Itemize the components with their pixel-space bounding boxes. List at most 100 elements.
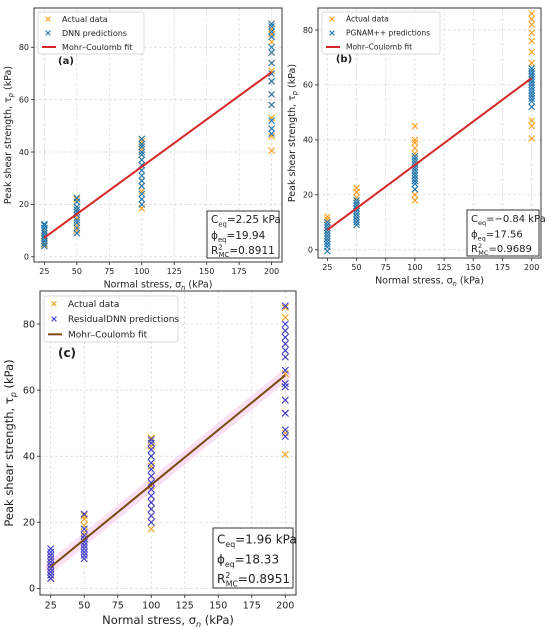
prediction-point xyxy=(73,216,81,224)
prediction-point xyxy=(268,125,276,132)
actual-point xyxy=(80,512,88,520)
legend-label: Actual data xyxy=(346,15,389,24)
actual-point xyxy=(411,196,419,204)
prediction-point xyxy=(80,548,88,556)
prediction-point xyxy=(323,218,331,226)
prediction-point xyxy=(147,492,155,500)
prediction-point xyxy=(528,76,536,83)
prediction-point xyxy=(323,229,331,237)
prediction-point xyxy=(138,143,146,151)
prediction-point xyxy=(281,320,289,328)
axes-frame xyxy=(39,290,297,596)
prediction-point xyxy=(281,379,289,388)
actual-point xyxy=(323,213,331,221)
y-tick-label: 40 xyxy=(303,136,313,145)
actual-point xyxy=(528,117,536,125)
actual-point xyxy=(281,303,289,312)
prediction-point xyxy=(80,541,88,550)
actual-point xyxy=(528,59,536,67)
legend-box xyxy=(321,11,441,55)
prediction-point xyxy=(353,199,360,207)
prediction-point xyxy=(353,216,360,223)
prediction-point xyxy=(40,220,48,228)
prediction-point xyxy=(528,67,536,75)
prediction-point xyxy=(323,221,331,229)
prediction-point xyxy=(323,240,331,248)
actual-point xyxy=(411,139,419,147)
stat-phi: ϕeq=17.56 xyxy=(471,229,523,242)
legend-box xyxy=(37,11,145,55)
legend-label: Mohr–Coulomb fit xyxy=(68,330,148,340)
prediction-point xyxy=(323,243,331,251)
prediction-point xyxy=(281,333,289,341)
prediction-point xyxy=(147,459,155,467)
stats-box xyxy=(206,210,280,259)
prediction-point xyxy=(138,172,146,179)
actual-point xyxy=(411,150,419,157)
stat-r2: R2 MC=0.8911 xyxy=(211,244,275,259)
prediction-point xyxy=(353,213,360,221)
prediction-point xyxy=(138,190,146,198)
prediction-point xyxy=(528,89,536,97)
fit-line xyxy=(50,374,286,568)
prediction-point xyxy=(281,340,289,348)
actual-point xyxy=(147,525,155,533)
prediction-point xyxy=(268,22,276,30)
panel-label: (a) xyxy=(58,56,74,67)
prediction-point xyxy=(40,227,48,234)
prediction-point xyxy=(281,353,289,361)
legend-label: DNN predictions xyxy=(62,29,127,38)
y-tick-label: 40 xyxy=(19,148,29,157)
prediction-point xyxy=(147,465,155,474)
prediction-point xyxy=(80,555,88,563)
x-tick-label: 100 xyxy=(142,601,160,612)
prediction-point xyxy=(268,33,276,41)
prediction-point xyxy=(268,28,276,35)
prediction-point xyxy=(323,235,331,243)
x-tick-label: 25 xyxy=(45,601,57,612)
prediction-point xyxy=(411,152,419,160)
actual-point xyxy=(353,184,360,192)
prediction-point xyxy=(268,70,276,77)
prediction-point xyxy=(353,210,360,218)
prediction-point xyxy=(281,396,289,404)
fit-line xyxy=(43,71,273,239)
prediction-point xyxy=(528,65,536,72)
prediction-point xyxy=(353,218,360,226)
prediction-point xyxy=(268,117,276,124)
prediction-point xyxy=(528,92,536,100)
prediction-point xyxy=(147,452,155,460)
prediction-point xyxy=(40,240,48,248)
prediction-point xyxy=(268,43,276,51)
prediction-point xyxy=(138,135,146,143)
prediction-point xyxy=(138,195,146,203)
prediction-point xyxy=(281,432,289,440)
actual-point xyxy=(147,462,155,470)
actual-point xyxy=(268,38,276,46)
actual-point xyxy=(411,144,419,152)
y-tick-label: 80 xyxy=(23,319,35,330)
prediction-point xyxy=(80,545,88,553)
prediction-point xyxy=(281,383,289,391)
stat-phi: ϕeq=19.94 xyxy=(211,230,266,244)
actual-point xyxy=(138,138,146,145)
prediction-point xyxy=(40,242,48,250)
actual-point xyxy=(268,114,276,122)
actual-point xyxy=(528,135,536,142)
actual-point xyxy=(528,10,536,17)
stats-box xyxy=(212,527,294,589)
actual-point xyxy=(528,15,536,23)
prediction-point xyxy=(40,237,48,245)
x-tick-label: 125 xyxy=(176,601,194,612)
prediction-point xyxy=(147,512,155,520)
axes-frame xyxy=(317,7,542,259)
stat-r2: R2 MC=0.9689 xyxy=(471,242,532,257)
x-tick-label: 25 xyxy=(322,263,332,272)
prediction-point xyxy=(73,203,81,211)
prediction-point xyxy=(268,130,276,138)
prediction-point xyxy=(268,20,276,28)
legend-label: Actual data xyxy=(68,300,119,310)
legend-prediction-marker xyxy=(329,30,335,36)
prediction-point xyxy=(147,446,155,454)
prediction-point xyxy=(353,221,360,229)
